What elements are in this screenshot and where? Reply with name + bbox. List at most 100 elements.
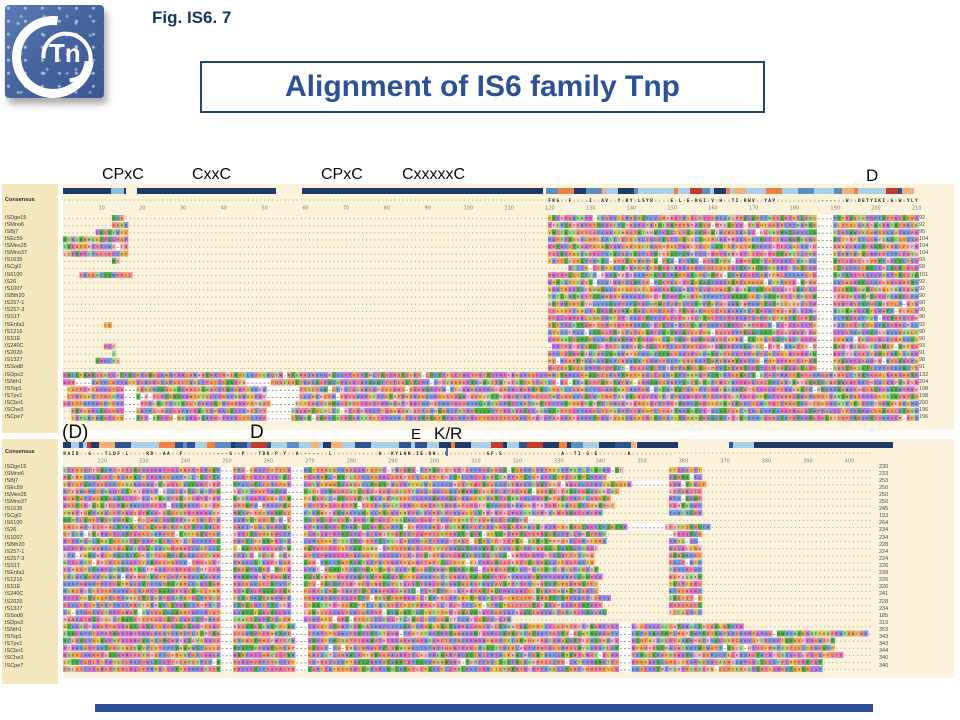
sequence-end-number: 343 [879,634,889,641]
sequence-name: IS1327 [5,605,23,612]
sequence-name: IS1216 [5,577,23,584]
sequence-end-number: 228 [879,598,889,605]
sequence-end-number: 104 [919,235,929,242]
sequence-name: ISBth20 [5,293,25,300]
sequence-name: ISMno37 [5,499,28,506]
sequence-name: ISEc59 [5,235,23,242]
sequence-name: IS1007 [5,534,23,541]
sequence-name: ISCgl2 [5,264,22,271]
sequence-name: IS2020 [5,350,23,357]
sequence-name: ISChe3 [5,655,24,662]
sequence-end-number: 234 [879,527,889,534]
sequence-end-number: 226 [879,577,889,584]
sequence-end-number: 90 [919,328,926,335]
figure-label: Fig. IS6. 7 [152,8,232,27]
panel1-consensus-label: Consensus [5,197,35,203]
sequence-name: ISSod8 [5,364,24,371]
sequence-end-number: 230 [879,463,889,470]
sequence-end-number: 250 [879,484,889,491]
title-box: Alignment of IS6 family Tnp [200,61,765,113]
sequence-end-number: 90 [919,300,926,307]
sequence-end-number: 93 [919,343,926,350]
page-title: Alignment of IS6 family Tnp [284,70,681,103]
sequence-end-number: 319 [879,619,889,626]
sequence-end-number: 234 [879,605,889,612]
sequence-name: ISMno6 [5,221,24,228]
logo-tn-text: Tn [49,38,81,68]
sequence-name: ISMex25 [5,243,27,250]
sequence-name: ISCpe7 [5,662,24,669]
sequence-name: ISCbo1 [5,648,24,655]
sequence-end-number: 234 [879,534,889,541]
logo-texture [5,5,104,98]
sequence-name: ISMex25 [5,491,27,498]
sequence-end-number: 104 [919,250,929,257]
sequence-end-number: 250 [879,491,889,498]
catalytic-residue-label: D [250,422,264,443]
sequence-end-number: 264 [879,520,889,527]
sequence-end-number: 226 [879,584,889,591]
sequence-name: IS6100 [5,271,23,278]
sequence-end-number: 91 [919,350,926,357]
sequence-name: IS240C [5,591,24,598]
sequence-name: ISBth20 [5,541,25,548]
sequence-end-number: 196 [919,407,929,414]
sequence-end-number: 224 [879,548,889,555]
sequence-end-number: 90 [919,293,926,300]
panel2-consensus-label: Consensus [5,449,35,455]
sequence-end-number: 226 [879,563,889,570]
sequence-name: ISS1E [5,335,21,342]
sequence-end-number: 250 [879,499,889,506]
sequence-end-number: 228 [879,570,889,577]
motif-label: CPxC [321,166,363,183]
sequence-name: ISTsp1 [5,634,22,641]
sequence-end-number: 340 [879,655,889,662]
sequence-name: IS1007 [5,285,23,292]
sequence-name: ISTps1 [5,641,23,648]
sequence-name: ISTps1 [5,393,23,399]
sequence-name: IS257-3 [5,307,25,314]
sequence-name: IS1216 [5,328,23,335]
sequence-end-number: 185 [879,612,889,619]
sequence-name: ISEnfa1 [5,570,25,577]
sequence-end-number: 233 [879,470,889,477]
sequence-end-number: 253 [879,477,889,484]
motif-label: CxxxxxC [402,166,466,183]
sequence-end-number: 59 [919,264,926,271]
sequence-name: ISDge15 [5,463,27,470]
sequence-name: IS26 [5,527,17,534]
sequence-name: ISDps3 [5,371,24,378]
sequence-name: ISMno37 [5,250,28,257]
sequence-name: ISTsp1 [5,385,22,392]
sequence-name: ISMno6 [5,470,24,477]
sequence-name: IS1635 [5,257,23,264]
sequence-name: ISCbo1 [5,400,24,407]
sequence-end-number: 193 [879,513,889,520]
sequence-end-number: 104 [919,243,929,250]
sequence-end-number: 200 [919,400,929,407]
bottom-divider-bar [95,704,873,712]
motif-label: CxxC [192,166,232,183]
catalytic-residue-label: (D) [62,422,89,443]
sequence-name: ISBj7 [5,228,19,235]
sequence-end-number: 98 [919,357,926,364]
sequence-name: IS257-1 [5,300,25,307]
sequence-name: ISCpe7 [5,414,24,421]
sequence-name: IS6100 [5,520,23,527]
tncentral-logo: Tn [0,0,111,115]
sequence-end-number: 224 [879,555,889,562]
text-cursor [446,448,448,456]
sequence-name: ISEc59 [5,484,23,491]
sequence-end-number: 91 [919,364,926,371]
sequence-name: ISBj7 [5,477,19,484]
sequence-end-number: 353 [879,627,889,634]
motif-label: CPxC [102,166,144,183]
catalytic-residue-label: E [411,426,422,443]
sequence-end-number: 241 [879,591,889,598]
sequence-name: IS1327 [5,357,23,364]
sequence-end-number: 245 [879,506,889,513]
sequence-name: ISEnfa1 [5,321,25,328]
sequence-name: IS26 [5,278,17,285]
